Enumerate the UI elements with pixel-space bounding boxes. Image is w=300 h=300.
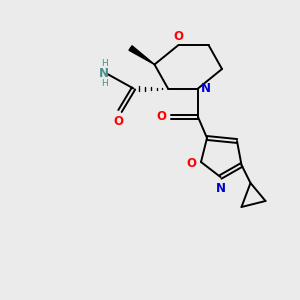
Text: H: H [101,59,107,68]
Text: N: N [200,82,210,95]
Text: O: O [187,157,196,170]
Text: H: H [101,80,107,88]
Text: N: N [99,67,109,80]
Text: N: N [215,182,226,195]
Text: O: O [113,115,124,128]
Text: O: O [173,30,184,43]
Polygon shape [129,46,154,64]
Text: O: O [157,110,166,124]
